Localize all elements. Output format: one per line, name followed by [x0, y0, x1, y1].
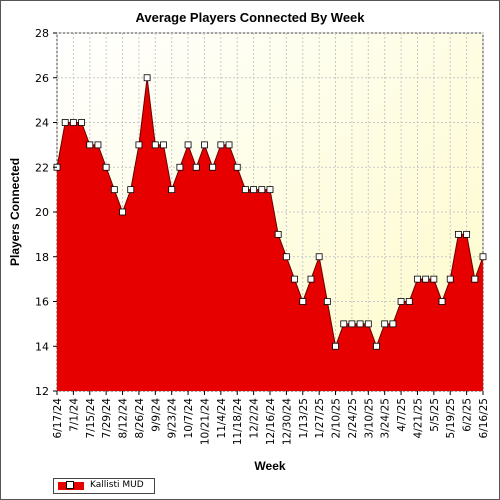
- data-point: [315, 253, 323, 261]
- data-point: [127, 186, 135, 194]
- x-tick-label: 12/2/24: [249, 398, 261, 439]
- data-point: [332, 342, 339, 350]
- legend: Kallisti MUD: [53, 478, 155, 494]
- data-point: [266, 186, 274, 194]
- y-axis-ticks: 12 14 16 18 20 22 24 26 28: [35, 27, 57, 398]
- data-point: [299, 298, 307, 305]
- x-tick-label: 4/7/25: [396, 398, 408, 432]
- data-point: [233, 163, 241, 171]
- data-point: [389, 320, 397, 328]
- data-point: [184, 141, 192, 149]
- x-tick-label: 8/12/24: [118, 398, 130, 439]
- data-point: [69, 119, 77, 126]
- data-point: [397, 298, 405, 305]
- y-tick-label: 12: [35, 385, 49, 398]
- data-point: [274, 230, 282, 238]
- x-tick-label: 4/21/25: [412, 398, 424, 438]
- x-tick-label: 6/17/24: [52, 398, 64, 439]
- y-tick-label: 16: [35, 296, 49, 309]
- data-point: [307, 275, 315, 283]
- x-tick-label: 5/19/25: [445, 398, 457, 438]
- data-point: [135, 141, 143, 149]
- data-point: [217, 141, 225, 149]
- x-tick-label: 9/23/24: [167, 398, 179, 439]
- data-point: [348, 320, 356, 328]
- x-tick-label: 5/5/25: [429, 398, 441, 432]
- data-point: [61, 119, 69, 126]
- data-point: [430, 275, 438, 283]
- data-point: [422, 275, 430, 283]
- data-point: [323, 298, 331, 305]
- x-tick-label: 2/10/25: [331, 398, 343, 438]
- data-point: [455, 230, 462, 238]
- data-point: [364, 320, 372, 328]
- x-axis-ticks: 6/17/24 7/1/24 7/15/24 7/29/24 8/12/24 8/26/2…: [52, 391, 490, 445]
- x-tick-label: 7/1/24: [68, 398, 80, 432]
- y-tick-label: 14: [35, 340, 49, 353]
- data-point: [373, 342, 380, 350]
- chart-title: Average Players Connected By Week: [135, 10, 365, 25]
- data-point: [282, 253, 290, 261]
- data-point: [463, 230, 471, 238]
- data-point: [479, 253, 487, 261]
- data-point: [258, 186, 266, 194]
- x-tick-label: 2/24/25: [347, 398, 359, 438]
- x-tick-label: 11/18/24: [232, 398, 244, 445]
- data-point: [250, 186, 258, 194]
- data-point: [201, 141, 208, 149]
- data-point: [110, 186, 118, 194]
- x-tick-label: 1/27/25: [314, 398, 326, 438]
- data-point: [381, 320, 389, 328]
- data-point: [168, 186, 176, 194]
- y-tick-label: 22: [35, 161, 49, 174]
- series-area-kallisti-mud: [57, 77, 483, 391]
- x-tick-label: 7/29/24: [101, 398, 113, 439]
- y-tick-label: 18: [35, 251, 49, 264]
- data-point: [143, 74, 151, 82]
- x-tick-label: 12/16/24: [265, 398, 277, 445]
- y-tick-label: 24: [35, 117, 49, 130]
- data-point: [225, 141, 233, 149]
- legend-label: Kallisti MUD: [90, 480, 144, 490]
- y-tick-label: 26: [35, 72, 49, 85]
- data-point: [405, 298, 413, 305]
- data-point: [356, 320, 364, 328]
- data-point: [176, 163, 184, 171]
- data-point: [242, 186, 249, 194]
- data-point: [94, 141, 102, 149]
- x-tick-label: 3/24/25: [380, 398, 392, 438]
- data-point: [414, 275, 421, 283]
- x-tick-label: 10/7/24: [183, 398, 195, 439]
- data-point: [291, 275, 298, 283]
- y-tick-label: 28: [35, 27, 49, 40]
- x-tick-label: 3/10/25: [363, 398, 375, 438]
- data-point: [446, 275, 454, 283]
- x-tick-label: 7/15/24: [85, 398, 97, 439]
- x-tick-label: 1/13/25: [298, 398, 310, 438]
- x-tick-label: 6/2/25: [462, 398, 474, 432]
- data-point: [471, 275, 479, 283]
- x-tick-label: 11/4/24: [216, 398, 228, 439]
- y-tick-label: 20: [35, 206, 49, 219]
- x-tick-label: 10/21/24: [199, 398, 211, 445]
- data-point: [192, 163, 200, 171]
- data-point: [78, 119, 85, 126]
- data-point: [438, 298, 446, 305]
- x-tick-label: 8/26/24: [134, 398, 146, 439]
- data-point: [209, 163, 217, 171]
- x-tick-label: 12/30/24: [281, 398, 293, 445]
- y-axis-title: Players Connected: [8, 158, 22, 266]
- data-point: [86, 141, 94, 149]
- x-axis-title: Week: [254, 459, 285, 473]
- data-point: [340, 320, 348, 328]
- data-point: [160, 141, 167, 149]
- data-point: [119, 208, 126, 216]
- data-point: [151, 141, 159, 149]
- x-tick-label: 9/9/24: [150, 398, 162, 432]
- legend-marker: [66, 481, 74, 489]
- data-point: [102, 163, 110, 171]
- x-tick-label: 6/16/25: [478, 398, 490, 438]
